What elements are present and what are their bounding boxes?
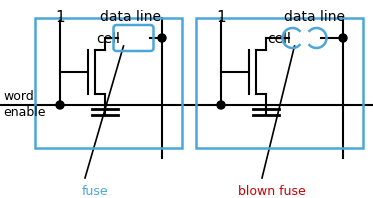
Text: cell: cell [267,32,291,46]
Circle shape [339,34,347,42]
Text: 1: 1 [55,10,65,25]
Circle shape [158,34,166,42]
Text: word
enable: word enable [3,90,46,120]
Circle shape [56,101,64,109]
Text: cell: cell [97,32,120,46]
Text: 1: 1 [216,10,226,25]
Text: blown fuse: blown fuse [238,185,306,198]
Text: data line: data line [100,10,160,24]
Text: data line: data line [285,10,345,24]
Circle shape [217,101,225,109]
Text: fuse: fuse [82,185,108,198]
